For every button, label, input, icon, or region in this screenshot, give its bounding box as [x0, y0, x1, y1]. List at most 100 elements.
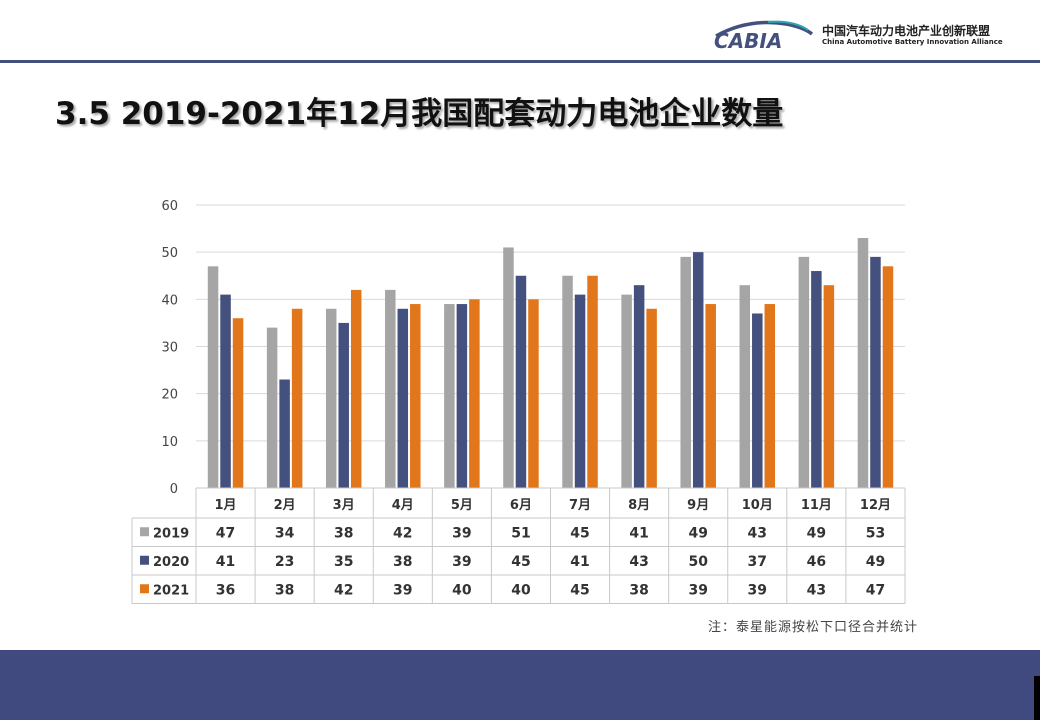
data-value: 39 [748, 582, 767, 598]
data-value: 40 [511, 582, 531, 598]
legend-key-2021 [140, 584, 149, 594]
data-value: 41 [570, 554, 589, 570]
data-value: 49 [807, 525, 826, 541]
data-value: 43 [807, 582, 826, 598]
y-tick-label: 30 [161, 341, 178, 356]
logo-swoosh [715, 20, 814, 38]
bar-2020-8 [633, 285, 645, 488]
bar-2019-3 [325, 308, 337, 488]
bar-2019-11 [798, 256, 810, 488]
data-value: 45 [570, 582, 589, 598]
bar-2020-9 [692, 252, 704, 488]
data-value: 41 [629, 525, 648, 541]
bar-2021-8 [646, 308, 657, 488]
y-tick-label: 0 [170, 482, 178, 497]
data-value: 42 [334, 582, 353, 598]
bar-2020-7 [574, 294, 586, 488]
data-value: 40 [452, 582, 472, 598]
data-value: 34 [275, 525, 295, 541]
y-tick-label: 40 [161, 293, 178, 308]
bar-2021-3 [350, 289, 362, 488]
bar-2019-6 [503, 247, 514, 488]
data-value: 43 [629, 554, 648, 570]
y-tick-label: 60 [161, 199, 178, 214]
bar-2021-12 [882, 266, 894, 488]
data-value: 49 [688, 525, 707, 541]
bar-2021-2 [291, 308, 303, 488]
data-value: 47 [216, 525, 235, 541]
x-category-label: 9月 [687, 498, 709, 513]
slide-title: 3.5 2019-2021年12月我国配套动力电池企业数量 [55, 96, 784, 132]
bar-2019-2 [266, 327, 278, 488]
y-axis: 0 10 20 30 40 50 60 [161, 199, 178, 497]
data-value: 51 [511, 525, 530, 541]
bar-2019-1 [207, 266, 219, 488]
footer-band [0, 650, 1040, 720]
bar-2019-5 [444, 304, 455, 488]
bar-2019-9 [680, 256, 691, 488]
bar-2021-7 [587, 275, 598, 488]
y-tick-label: 50 [161, 246, 178, 261]
x-category-label: 2月 [274, 498, 296, 513]
data-value: 35 [334, 554, 353, 570]
data-value: 36 [216, 582, 235, 598]
bar-2021-10 [764, 304, 776, 488]
data-value: 37 [748, 554, 767, 570]
x-category-label: 12月 [860, 498, 891, 513]
bar-2020-6 [515, 275, 527, 488]
bar-2020-3 [338, 322, 349, 488]
series-name: 2021 [153, 583, 189, 598]
bar-2019-8 [621, 294, 632, 488]
bar-2021-6 [528, 299, 539, 488]
logo-swoosh-teal [767, 20, 809, 31]
x-category-label: 11月 [801, 498, 832, 513]
x-category-label: 10月 [742, 498, 773, 513]
bar-2019-7 [562, 275, 573, 488]
x-category-label: 3月 [333, 498, 355, 513]
bar-2020-2 [279, 379, 290, 488]
y-tick-label: 10 [161, 435, 178, 450]
bar-2019-12 [857, 238, 869, 488]
x-category-label: 7月 [569, 498, 591, 513]
footnote: 注：泰星能源按松下口径合并统计 [708, 620, 919, 635]
bar-chart: 0 10 20 30 40 50 60 1月 2月 3月 4月 5月 6月 7月 8月 9月 10月 11月 12… [131, 199, 906, 604]
data-value: 39 [452, 554, 471, 570]
bar-2019-10 [739, 285, 751, 488]
legend-key-2020 [140, 555, 149, 565]
cabia-logo: CABIA [714, 20, 814, 53]
header-rule [0, 60, 1040, 63]
data-value: 42 [393, 525, 412, 541]
bar-2020-12 [870, 256, 881, 488]
x-category-label: 5月 [451, 498, 473, 513]
data-value: 41 [216, 554, 235, 570]
bar-2020-10 [752, 313, 763, 488]
data-value: 47 [866, 582, 885, 598]
x-category-label: 1月 [215, 498, 237, 513]
data-value: 50 [688, 554, 708, 570]
series-name: 2020 [153, 555, 189, 570]
data-table: 1月 2月 3月 4月 5月 6月 7月 8月 9月 10月 11月 12月 2019 47 34 38 42 3… [131, 487, 906, 604]
bar-2020-5 [456, 304, 468, 488]
series-name: 2019 [153, 526, 189, 541]
bar-2019-4 [385, 289, 396, 488]
bars [207, 238, 894, 488]
data-value: 43 [748, 525, 767, 541]
bar-2020-4 [397, 308, 409, 488]
data-value: 39 [688, 582, 707, 598]
org-name-cn: 中国汽车动力电池产业创新联盟 [822, 24, 991, 38]
bar-2021-4 [410, 304, 421, 488]
legend-key-2019 [140, 527, 149, 537]
data-value: 49 [866, 554, 885, 570]
footer-edge [1034, 676, 1040, 720]
bar-2020-11 [811, 271, 822, 488]
data-value: 46 [807, 554, 826, 570]
bar-2020-1 [220, 294, 231, 488]
data-value: 23 [275, 554, 294, 570]
data-value: 38 [275, 582, 294, 598]
gridlines [196, 204, 905, 442]
bar-2021-5 [469, 299, 480, 488]
x-category-label: 8月 [628, 498, 650, 513]
bar-2021-1 [232, 318, 244, 488]
y-tick-label: 20 [161, 388, 178, 403]
data-value: 38 [393, 554, 412, 570]
